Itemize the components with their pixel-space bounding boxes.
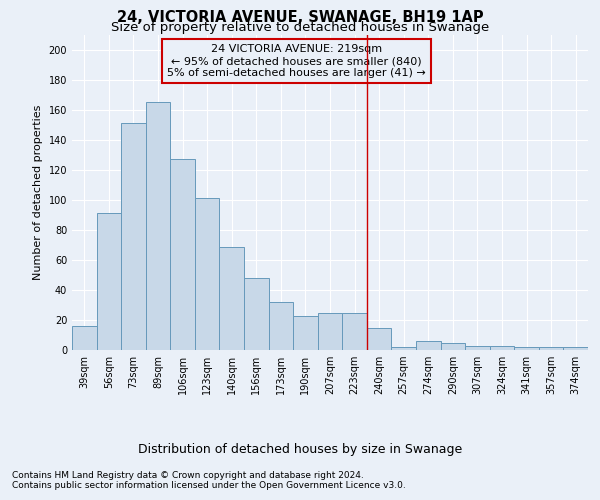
Text: Distribution of detached houses by size in Swanage: Distribution of detached houses by size … (138, 442, 462, 456)
Bar (170, 160, 195, 350)
Y-axis label: Number of detached properties: Number of detached properties (33, 105, 43, 280)
Bar (318, 312, 342, 350)
Bar (72, 326, 97, 350)
Bar (195, 198, 220, 350)
Bar (342, 312, 367, 350)
Bar (269, 302, 293, 350)
Bar (121, 124, 146, 350)
Bar (440, 342, 465, 350)
Bar (146, 102, 170, 350)
Text: Size of property relative to detached houses in Swanage: Size of property relative to detached ho… (111, 22, 489, 35)
Bar (563, 347, 588, 350)
Bar (244, 278, 269, 350)
Bar (97, 214, 121, 350)
Bar (539, 347, 563, 350)
Bar (465, 346, 490, 350)
Text: 24, VICTORIA AVENUE, SWANAGE, BH19 1AP: 24, VICTORIA AVENUE, SWANAGE, BH19 1AP (116, 10, 484, 25)
Bar (416, 341, 440, 350)
Text: Contains public sector information licensed under the Open Government Licence v3: Contains public sector information licen… (12, 481, 406, 490)
Bar (367, 328, 391, 350)
Bar (490, 346, 514, 350)
Bar (391, 347, 416, 350)
Text: 24 VICTORIA AVENUE: 219sqm
← 95% of detached houses are smaller (840)
5% of semi: 24 VICTORIA AVENUE: 219sqm ← 95% of deta… (167, 44, 426, 78)
Bar (293, 316, 318, 350)
Bar (220, 246, 244, 350)
Bar (514, 347, 539, 350)
Text: Contains HM Land Registry data © Crown copyright and database right 2024.: Contains HM Land Registry data © Crown c… (12, 471, 364, 480)
